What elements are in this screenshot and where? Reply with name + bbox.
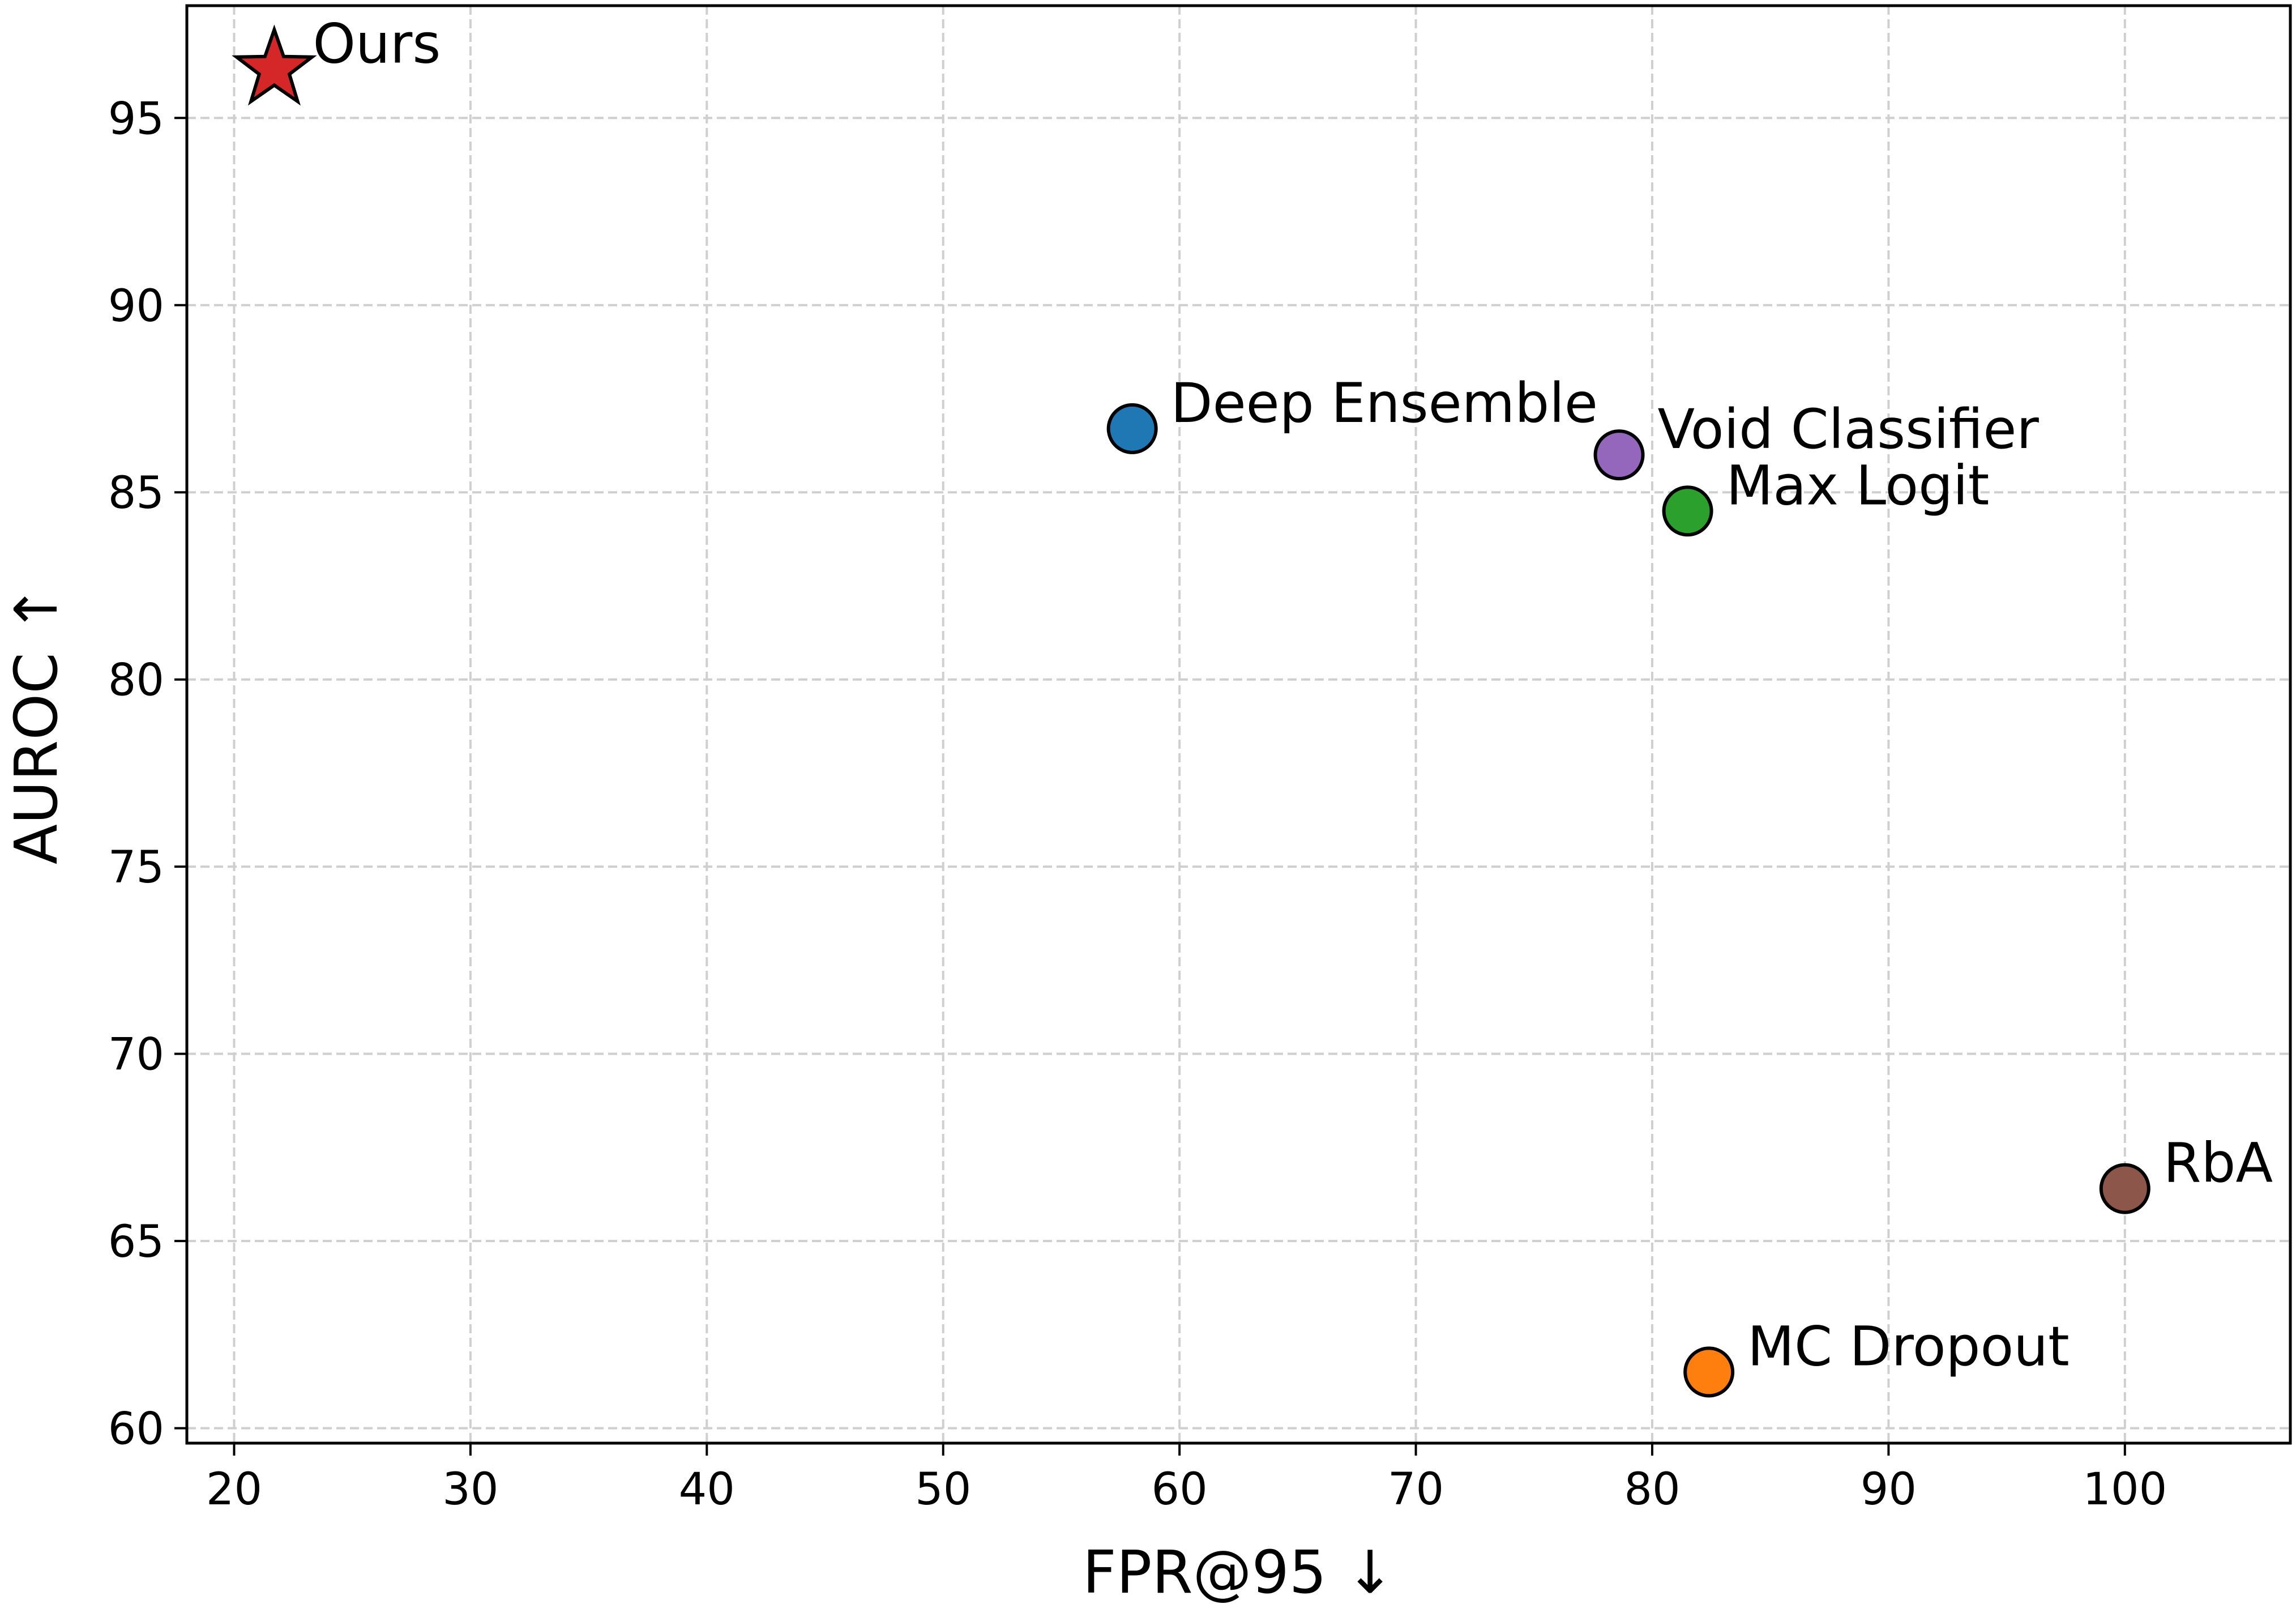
point-label-max-logit: Max Logit: [1726, 454, 1990, 517]
point-ours: [232, 24, 317, 106]
y-tick-label: 70: [108, 1030, 164, 1081]
x-tick-label: 90: [1861, 1464, 1917, 1515]
point-rba: [2099, 1163, 2150, 1214]
point-mc-dropout: [1683, 1346, 1735, 1398]
y-tick-label: 80: [108, 655, 164, 706]
x-axis-label: FPR@95 ↓: [1083, 1538, 1395, 1604]
point-max-logit: [1662, 485, 1713, 537]
x-tick-label: 50: [915, 1464, 971, 1515]
x-tick-label: 20: [206, 1464, 262, 1515]
grid: [187, 6, 2290, 1443]
point-label-rba: RbA: [2164, 1132, 2273, 1195]
y-tick-label: 65: [108, 1217, 164, 1268]
x-tick-label: 70: [1388, 1464, 1444, 1515]
y-tick-label: 75: [108, 842, 164, 893]
x-tick-label: 100: [2083, 1464, 2167, 1515]
plot-area-frame: [185, 4, 2292, 1445]
axis-ticks: 20 30 40 50 60 70 80 90 100 60 65 70 75 80 85 90 95: [108, 93, 2167, 1515]
x-tick-label: 40: [679, 1464, 735, 1515]
point-label-ours: Ours: [313, 12, 441, 75]
x-tick-label: 30: [442, 1464, 498, 1515]
y-tick-label: 95: [108, 93, 164, 144]
y-tick-label: 60: [108, 1404, 164, 1455]
y-tick-label: 85: [108, 468, 164, 519]
point-label-void-classifier: Void Classifier: [1658, 398, 2040, 461]
point-void-classifier: [1593, 429, 1645, 481]
y-tick-label: 90: [108, 281, 164, 332]
x-tick-label: 80: [1624, 1464, 1680, 1515]
y-axis-label: AUROC ↑: [2, 585, 71, 864]
point-label-deep-ensemble: Deep Ensemble: [1171, 372, 1598, 435]
x-tick-label: 60: [1152, 1464, 1208, 1515]
point-label-mc-dropout: MC Dropout: [1747, 1315, 2070, 1378]
point-deep-ensemble: [1106, 403, 1158, 454]
